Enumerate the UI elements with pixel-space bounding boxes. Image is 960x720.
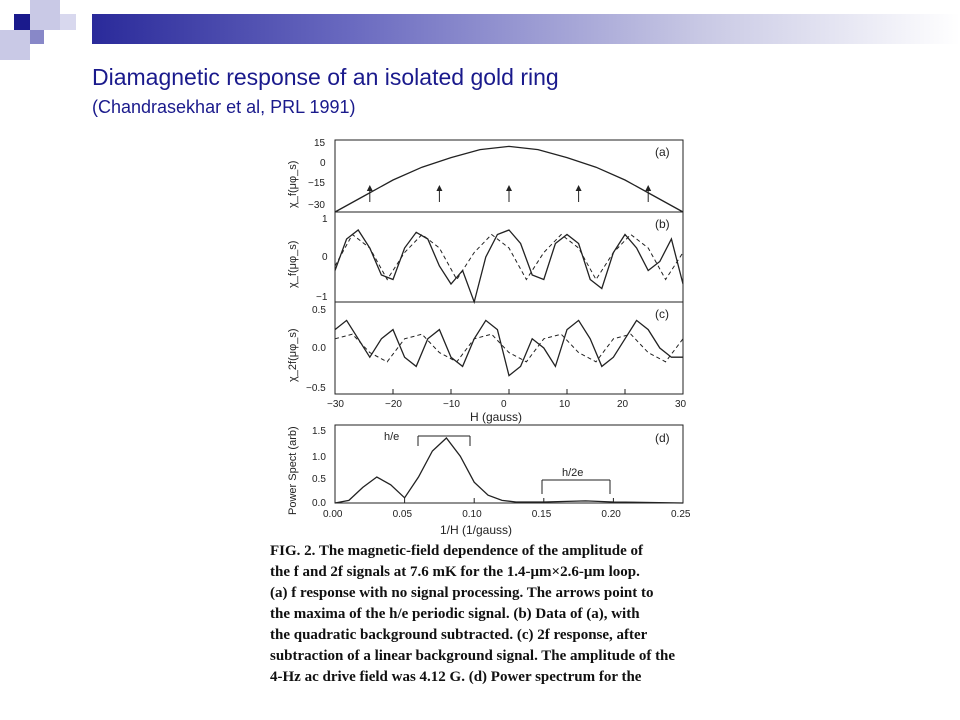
slide-title: Diamagnetic response of an isolated gold… <box>92 64 559 90</box>
caption-line: the f and 2f signals at 7.6 mK for the 1… <box>270 564 640 580</box>
corner-square-navy <box>14 14 30 30</box>
ytick-c-m05: −0.5 <box>306 383 326 394</box>
h-axis-label: H (gauss) <box>470 410 522 424</box>
h-tick-label: 0 <box>501 399 507 410</box>
ytick-d-15: 1.5 <box>312 426 326 437</box>
series-d-spectrum <box>334 437 684 504</box>
slide-subtitle: (Chandrasekhar et al, PRL 1991) <box>92 97 356 117</box>
ytick-a-15: 15 <box>314 138 326 149</box>
inv-tick-label: 0.05 <box>393 509 413 520</box>
panel-c-ylabel: χ_2f(μφ_s) <box>287 329 299 382</box>
panel-b-label: (b) <box>655 217 670 231</box>
inv-tick-label: 0.20 <box>601 509 621 520</box>
ytick-c-00: 0.0 <box>312 343 326 354</box>
arrow-head-3 <box>575 185 582 191</box>
figure-svg: (a) (b) (c) (d) χ_f(μφ_s) χ_f(μφ_s) χ_2f… <box>287 138 691 537</box>
panel-c-frame <box>334 301 684 395</box>
inv-tick-label: 0.00 <box>323 509 343 520</box>
inv-axis-label: 1/H (1/gauss) <box>440 523 512 537</box>
ytick-c-05: 0.5 <box>312 305 326 316</box>
ytick-d-05: 0.5 <box>312 474 326 485</box>
caption-line: FIG. 2. The magnetic-field dependence of… <box>270 543 644 559</box>
panel-d-frame <box>334 424 684 504</box>
annot-h2e: h/2e <box>562 467 583 479</box>
caption-line: the quadratic background subtracted. (c)… <box>270 627 648 643</box>
arrow-head-1 <box>436 185 443 191</box>
ytick-d-00: 0.0 <box>312 498 326 509</box>
h-tick-label: −20 <box>385 399 402 410</box>
figure: (a) (b) (c) (d) χ_f(μφ_s) χ_f(μφ_s) χ_2f… <box>280 130 720 540</box>
inv-tick-label: 0.15 <box>532 509 552 520</box>
ytick-a-0: 0 <box>320 158 326 169</box>
ytick-a-m15: −15 <box>308 178 325 189</box>
corner-square-light <box>30 0 60 30</box>
arrow-head-2 <box>506 185 512 191</box>
h-axis-ticks: −30 −20 −10 0 10 20 30 <box>327 389 687 410</box>
arrow-head-0 <box>366 185 373 191</box>
ytick-a-m30: −30 <box>308 200 325 211</box>
corner-square-light <box>60 14 76 30</box>
panel-b-frame <box>334 211 684 303</box>
caption-line: subtraction of a linear background signa… <box>270 648 676 664</box>
panel-b-ylabel: χ_f(μφ_s) <box>287 241 299 288</box>
h-tick-label: 30 <box>675 399 687 410</box>
h-tick-label: 10 <box>559 399 571 410</box>
h-tick-label: 20 <box>617 399 629 410</box>
corner-square-mid <box>30 30 44 44</box>
h-tick-label: −30 <box>327 399 344 410</box>
series-b-fit <box>334 233 684 281</box>
series-c-fit <box>334 333 684 363</box>
caption-line: (a) f response with no signal processing… <box>270 585 654 601</box>
series-a-line <box>334 145 684 213</box>
series-c-data <box>334 319 683 377</box>
arrow-head-4 <box>645 185 652 191</box>
series-b-data <box>334 229 684 305</box>
corner-square-light <box>0 30 30 60</box>
panel-a-ylabel: χ_f(μφ_s) <box>287 161 299 208</box>
header-gradient-bar <box>92 14 960 44</box>
annot-he: h/e <box>384 431 399 443</box>
ytick-b-1: 1 <box>322 214 328 225</box>
panel-c-label: (c) <box>655 307 669 321</box>
caption-line: 4-Hz ac drive field was 4.12 G. (d) Powe… <box>270 669 642 685</box>
panel-a-label: (a) <box>655 145 670 159</box>
panel-d-label: (d) <box>655 431 670 445</box>
inv-tick-label: 0.10 <box>462 509 482 520</box>
curves-group <box>334 145 684 504</box>
ytick-b-m1: −1 <box>316 292 328 303</box>
ytick-d-10: 1.0 <box>312 452 326 463</box>
figure-caption: FIG. 2. The magnetic-field dependence of… <box>270 541 702 688</box>
panel-d-ylabel: Power Spect (arb) <box>287 426 299 515</box>
caption-line: the maxima of the h/e periodic signal. (… <box>270 606 640 622</box>
ytick-b-0: 0 <box>322 252 328 263</box>
inv-tick-label: 0.25 <box>671 509 691 520</box>
h-tick-label: −10 <box>443 399 460 410</box>
